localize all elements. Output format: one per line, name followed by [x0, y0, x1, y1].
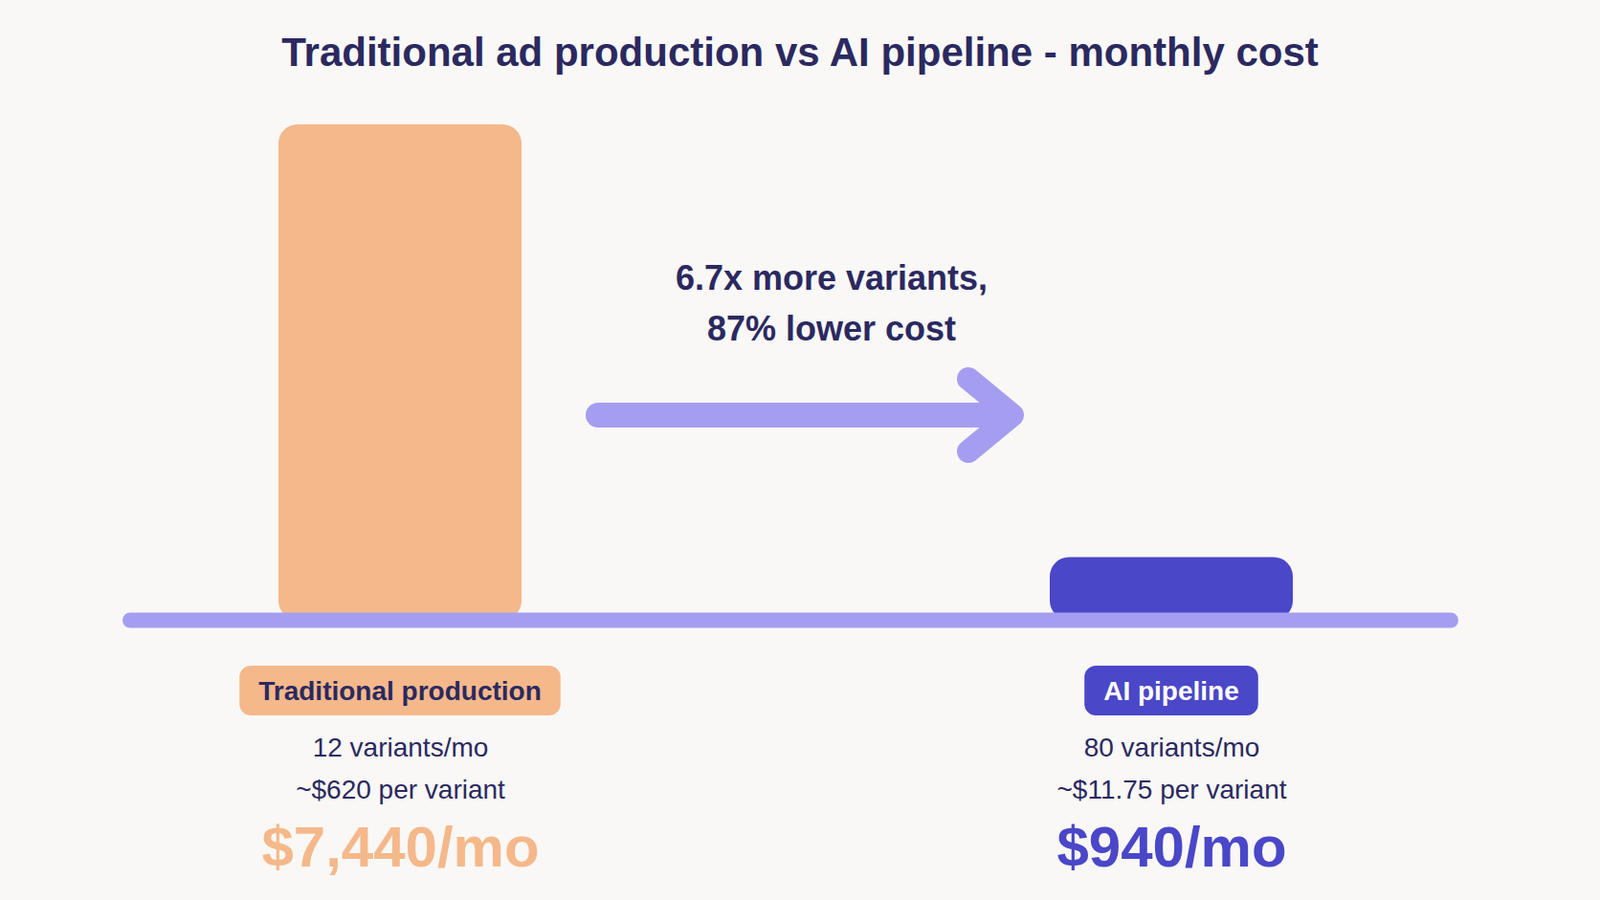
svg-text:AI pipeline: AI pipeline — [1103, 676, 1240, 707]
svg-text:12 variants/mo: 12 variants/mo — [312, 733, 489, 763]
svg-text:87% lower cost: 87% lower cost — [707, 309, 956, 349]
svg-text:Traditional production: Traditional production — [258, 676, 542, 707]
svg-text:~$11.75 per variant: ~$11.75 per variant — [1057, 775, 1288, 805]
svg-text:$940/mo: $940/mo — [1056, 815, 1287, 880]
svg-text:$7,440/mo: $7,440/mo — [261, 815, 539, 880]
svg-text:80 variants/mo: 80 variants/mo — [1084, 733, 1261, 763]
html-text:Traditional ad production vs A: Traditional ad production vs AI pipeline… — [281, 29, 1319, 75]
svg-text:6.7x more variants,: 6.7x more variants, — [675, 258, 988, 298]
svg-text:~$620 per variant: ~$620 per variant — [295, 775, 506, 805]
